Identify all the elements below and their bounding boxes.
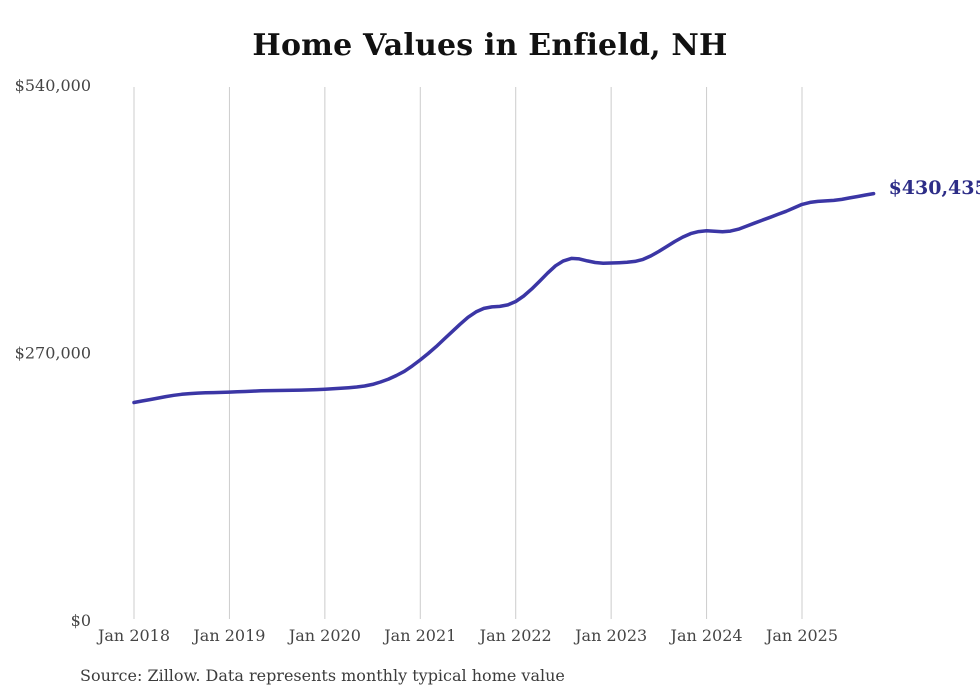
y-tick-label: $0 xyxy=(71,611,91,630)
chart-title: Home Values in Enfield, NH xyxy=(252,28,728,63)
source-note: Source: Zillow. Data represents monthly … xyxy=(80,666,565,685)
value-line xyxy=(132,191,876,405)
x-tick-label: Jan 2019 xyxy=(191,626,265,645)
y-tick-label: $270,000 xyxy=(15,344,91,363)
x-tick-label: Jan 2018 xyxy=(96,626,170,645)
x-tick-label: Jan 2024 xyxy=(669,626,743,645)
y-tick-label: $540,000 xyxy=(15,76,91,95)
x-tick-label: Jan 2025 xyxy=(764,626,838,645)
x-tick-label: Jan 2020 xyxy=(287,626,361,645)
x-tick-label: Jan 2022 xyxy=(478,626,552,645)
x-tick-label: Jan 2023 xyxy=(573,626,647,645)
x-tick-label: Jan 2021 xyxy=(382,626,456,645)
latest-value-label: $430,435 xyxy=(888,176,980,199)
